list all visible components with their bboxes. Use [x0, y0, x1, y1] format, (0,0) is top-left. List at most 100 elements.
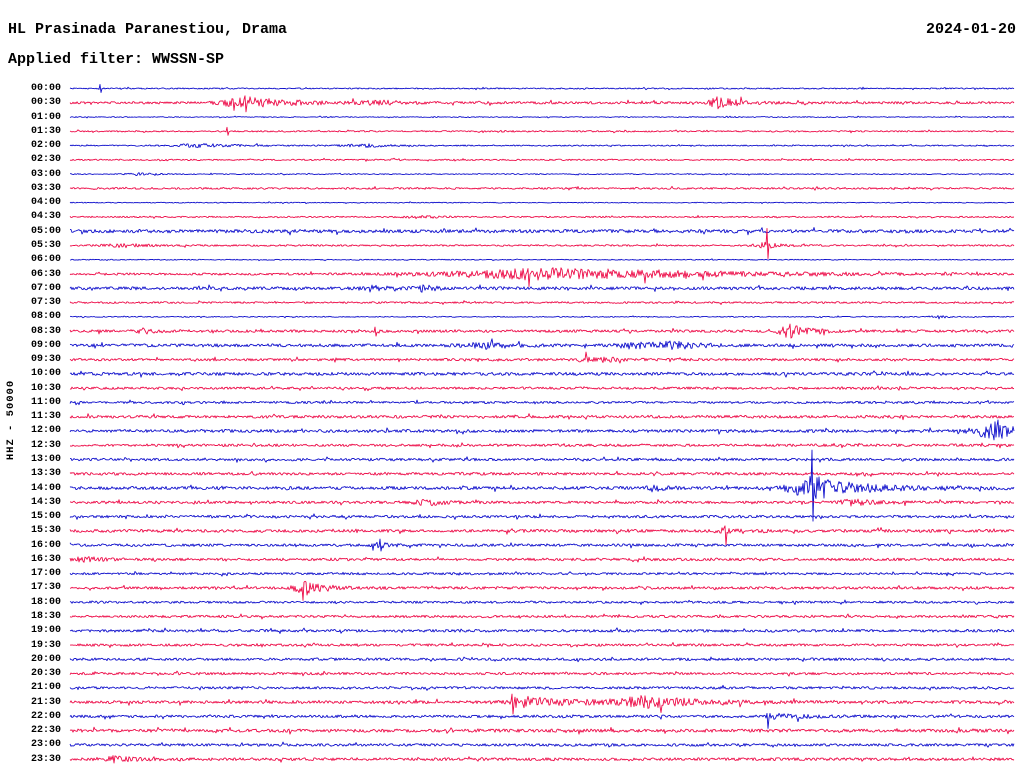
row-time-label: 17:30 — [30, 582, 61, 594]
row-time-label: 12:00 — [30, 425, 61, 437]
row-time-label: 16:30 — [30, 553, 61, 565]
seismo-trace-row — [69, 726, 1015, 735]
row-time-label: 03:00 — [30, 168, 61, 180]
row-time-label: 10:30 — [30, 382, 61, 394]
row-time-label: 11:00 — [30, 396, 61, 408]
row-time-label: 18:30 — [30, 610, 61, 622]
seismo-trace-row — [69, 513, 1015, 520]
row-time-label: 17:00 — [30, 568, 61, 580]
seismo-trace-row — [69, 656, 1015, 663]
seismo-trace-row — [69, 227, 1015, 236]
row-time-label: 07:00 — [30, 282, 61, 294]
row-time-label: 21:30 — [30, 696, 61, 708]
seismo-trace-row — [69, 613, 1015, 620]
row-time-label: 13:30 — [30, 468, 61, 480]
seismo-trace-row — [69, 258, 1015, 262]
seismo-trace-row — [69, 556, 1015, 563]
seismo-trace-row — [69, 338, 1015, 350]
seismo-trace-row — [69, 525, 1015, 546]
seismo-trace-row — [69, 267, 1015, 287]
seismo-trace-row — [69, 157, 1015, 162]
row-time-label: 21:00 — [30, 682, 61, 694]
row-time-label: 02:00 — [30, 140, 61, 152]
seismo-trace-row — [69, 143, 1015, 149]
row-time-label: 00:30 — [30, 97, 61, 109]
row-time-label: 06:30 — [30, 268, 61, 280]
row-time-label: 00:00 — [30, 83, 61, 94]
row-time-label: 04:00 — [30, 197, 61, 209]
seismo-trace-row — [69, 627, 1015, 634]
row-time-label: 09:30 — [30, 354, 61, 366]
row-time-label: 15:30 — [30, 525, 61, 537]
row-time-label: 09:00 — [30, 339, 61, 351]
seismo-trace-row — [69, 185, 1015, 191]
seismo-trace-row — [69, 413, 1014, 421]
seismo-trace-row — [69, 580, 1015, 601]
seismo-trace-row — [69, 741, 1015, 748]
row-time-label: 20:00 — [30, 653, 61, 665]
seismo-trace-row — [70, 442, 1015, 449]
filter-label: Applied filter: WWSSN-SP — [8, 51, 225, 68]
seismo-trace-row — [69, 684, 1015, 691]
row-time-label: 13:00 — [30, 454, 61, 466]
row-time-label: 08:00 — [30, 311, 61, 323]
row-time-label: 22:30 — [30, 725, 61, 737]
seismo-trace-row — [70, 498, 1015, 507]
date-label: 2024-01-20 — [925, 21, 1016, 38]
seismo-trace-row — [69, 351, 1015, 364]
seismo-trace-row — [69, 399, 1015, 406]
row-time-label: 03:30 — [30, 182, 61, 194]
seismo-trace-row — [69, 84, 1015, 93]
seismo-trace-row — [69, 323, 1015, 339]
seismo-trace-row — [69, 755, 1015, 764]
seismo-trace-row — [69, 712, 1015, 729]
row-time-label: 15:00 — [30, 511, 61, 523]
row-time-label: 22:00 — [30, 710, 61, 722]
seismo-trace-row — [69, 449, 1015, 522]
row-time-label: 05:00 — [30, 225, 61, 237]
row-time-label: 06:00 — [30, 254, 61, 266]
seismo-trace-row — [69, 284, 1015, 293]
row-time-label: 23:00 — [30, 739, 61, 751]
row-time-label: 01:00 — [30, 111, 61, 123]
seismo-trace-row — [70, 642, 1015, 648]
seismo-trace-row — [69, 599, 1015, 606]
row-time-label: 20:30 — [30, 668, 61, 680]
row-time-label: 10:00 — [30, 368, 61, 380]
seismo-trace-row — [69, 670, 1015, 677]
row-time-label: 19:30 — [30, 639, 61, 651]
seismo-trace-row — [69, 126, 1015, 136]
row-time-label: 23:30 — [30, 753, 61, 765]
row-time-label: 14:30 — [30, 496, 61, 508]
row-time-label: 08:30 — [30, 325, 61, 337]
seismo-trace-row — [69, 370, 1015, 378]
row-time-label: 18:00 — [30, 596, 61, 608]
seismo-trace-row — [69, 571, 1014, 577]
seismo-trace-row — [69, 315, 1015, 320]
seismo-trace-row — [69, 470, 1015, 477]
row-time-label: 04:30 — [30, 211, 61, 223]
row-time-label: 02:30 — [30, 154, 61, 166]
row-time-label: 12:30 — [30, 439, 61, 451]
seismo-trace-row — [69, 385, 1015, 392]
seismo-trace-row — [69, 300, 1015, 305]
row-time-label: 05:30 — [30, 239, 61, 251]
seismo-trace-row — [69, 115, 1015, 119]
row-time-label: 14:00 — [30, 482, 61, 494]
seismo-trace-row — [69, 214, 1015, 220]
seismo-trace-row — [69, 419, 1015, 441]
row-time-label: 11:30 — [30, 411, 61, 423]
seismo-trace-row — [69, 228, 1015, 259]
seismo-trace-row — [69, 95, 1015, 113]
row-time-label: 01:30 — [30, 125, 61, 137]
station-title: HL Prasinada Paranestiou, Drama — [8, 21, 288, 38]
seismo-trace-row — [69, 201, 1015, 205]
row-time-label: 19:00 — [30, 625, 61, 637]
row-time-label: 07:30 — [30, 297, 61, 309]
row-time-label: 16:00 — [30, 539, 61, 551]
seismo-trace-row — [69, 538, 1015, 552]
seismo-trace-row — [70, 456, 1015, 463]
seismo-trace-row — [70, 172, 1015, 176]
